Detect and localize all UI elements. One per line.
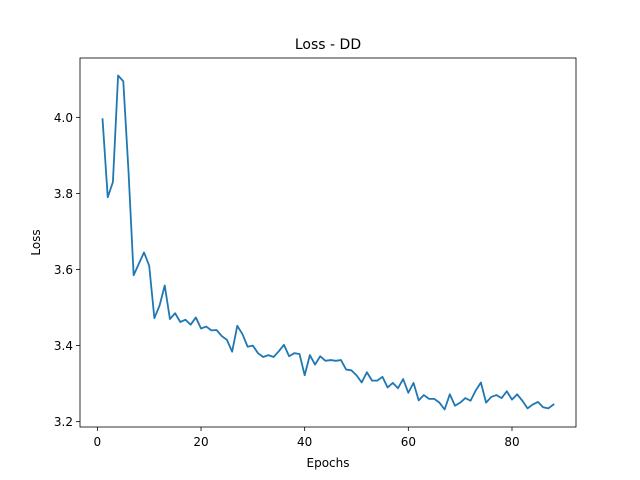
x-axis-label: Epochs (307, 456, 350, 470)
chart-title: Loss - DD (295, 37, 361, 53)
x-tick-label: 0 (94, 435, 102, 449)
y-axis: 3.2 3.4 3.6 3.8 4.0 (54, 111, 80, 429)
x-axis: 0 20 40 60 80 (94, 427, 520, 449)
y-tick-label: 4.0 (54, 111, 73, 125)
y-tick-label: 3.2 (54, 415, 73, 429)
y-tick-label: 3.4 (54, 339, 73, 353)
y-tick-label: 3.8 (54, 187, 73, 201)
y-axis-label: Loss (29, 229, 43, 255)
plot-frame (79, 57, 577, 428)
x-tick-label: 40 (297, 435, 312, 449)
y-tick-label: 3.6 (54, 263, 73, 277)
loss-series-line (101, 74, 555, 411)
x-tick-label: 60 (401, 435, 416, 449)
x-tick-label: 20 (193, 435, 208, 449)
x-tick-label: 80 (504, 435, 519, 449)
